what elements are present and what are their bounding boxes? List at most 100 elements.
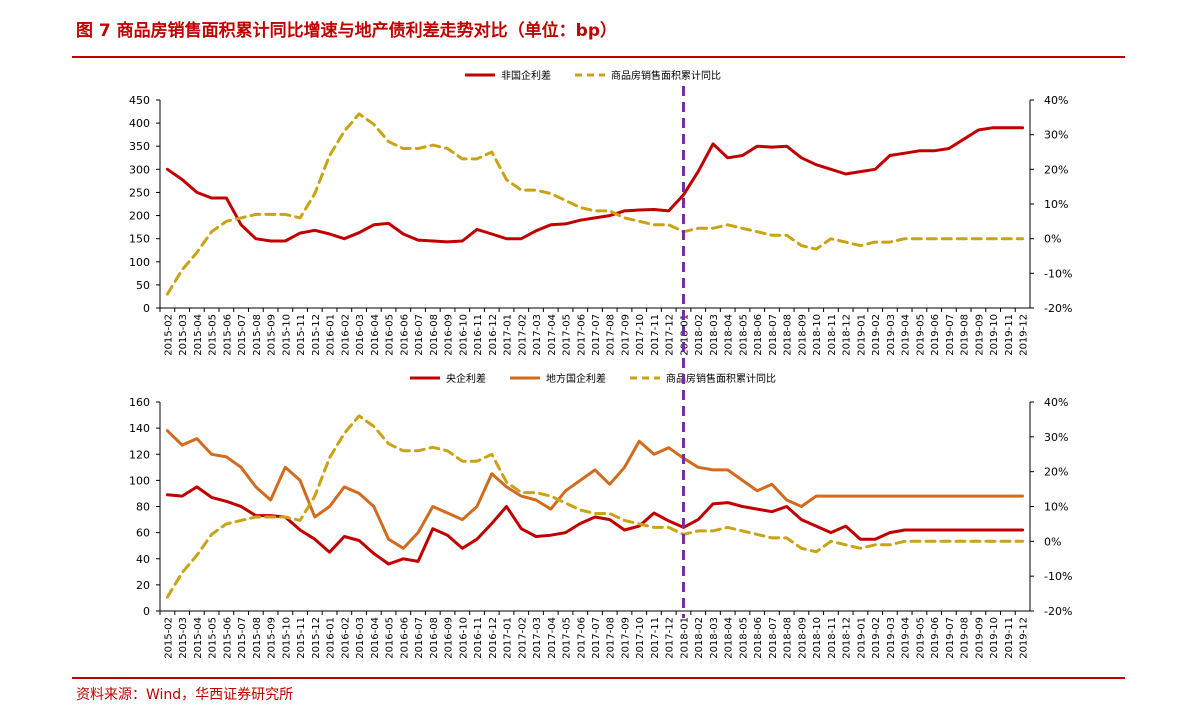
x-tick-label: 2018-08: [783, 314, 794, 356]
x-tick-label: 2015-11: [296, 617, 307, 659]
left-tick-label: 200: [129, 210, 150, 223]
x-tick-label: 2016-01: [326, 617, 337, 659]
series-line: [165, 414, 1025, 599]
left-tick-label: 150: [129, 233, 150, 246]
x-tick-label: 2016-07: [414, 617, 425, 659]
x-tick-label: 2016-05: [385, 617, 396, 659]
x-tick-label: 2015-03: [178, 314, 189, 356]
x-tick-label: 2017-03: [532, 617, 543, 659]
left-tick-label: 100: [129, 474, 150, 487]
left-tick-label: 300: [129, 163, 150, 176]
right-tick-label: 0%: [1044, 535, 1061, 548]
left-tick-label: 100: [129, 256, 150, 269]
series-line: [165, 112, 1025, 296]
x-tick-label: 2018-03: [709, 314, 720, 356]
left-tick-label: 0: [143, 605, 150, 618]
x-tick-label: 2017-01: [503, 314, 514, 356]
x-tick-label: 2018-03: [709, 617, 720, 659]
source-rule: [72, 677, 1125, 679]
legend-label: 商品房销售面积累计同比: [666, 372, 776, 385]
x-tick-label: 2019-08: [960, 314, 971, 356]
x-tick-label: 2019-01: [856, 617, 867, 659]
x-tick-label: 2019-10: [989, 314, 1000, 356]
x-tick-label: 2016-11: [473, 314, 484, 356]
x-tick-label: 2015-03: [178, 617, 189, 659]
right-tick-label: 20%: [1044, 466, 1068, 479]
x-tick-label: 2017-01: [503, 617, 514, 659]
x-tick-label: 2016-03: [355, 314, 366, 356]
x-tick-label: 2019-06: [930, 617, 941, 659]
right-tick-label: 40%: [1044, 94, 1068, 107]
x-tick-label: 2018-11: [827, 314, 838, 356]
x-tick-label: 2015-02: [163, 314, 174, 356]
source-note: 资料来源：Wind，华西证券研究所: [76, 687, 294, 703]
legend-label: 地方国企利差: [546, 372, 606, 385]
x-tick-label: 2017-05: [562, 617, 573, 659]
x-tick-label: 2018-10: [812, 314, 823, 356]
x-tick-label: 2017-07: [591, 314, 602, 356]
x-tick-label: 2015-05: [208, 314, 219, 356]
x-tick-label: 2016-11: [473, 617, 484, 659]
x-tick-label: 2016-06: [399, 617, 410, 659]
x-tick-label: 2018-09: [797, 314, 808, 356]
left-tick-label: 60: [136, 527, 150, 540]
x-tick-label: 2017-06: [576, 617, 587, 659]
x-tick-label: 2019-04: [901, 314, 912, 356]
x-tick-label: 2018-02: [694, 314, 705, 356]
x-tick-label: 2015-09: [267, 617, 278, 659]
x-tick-label: 2016-12: [488, 314, 499, 356]
x-tick-label: 2016-09: [444, 617, 455, 659]
x-tick-label: 2019-06: [930, 314, 941, 356]
x-tick-label: 2018-02: [694, 617, 705, 659]
x-tick-label: 2017-07: [591, 617, 602, 659]
x-tick-label: 2019-10: [989, 617, 1000, 659]
x-tick-label: 2016-09: [444, 314, 455, 356]
x-tick-label: 2016-02: [340, 617, 351, 659]
right-tick-label: -10%: [1044, 267, 1072, 280]
x-tick-label: 2016-05: [385, 314, 396, 356]
left-tick-label: 20: [136, 579, 150, 592]
x-tick-label: 2015-07: [237, 314, 248, 356]
right-tick-label: 10%: [1044, 501, 1068, 514]
x-tick-label: 2018-05: [738, 314, 749, 356]
left-tick-label: 450: [129, 94, 150, 107]
series-line: [165, 485, 1025, 566]
x-tick-label: 2015-06: [222, 617, 233, 659]
x-tick-label: 2019-08: [960, 617, 971, 659]
x-tick-label: 2017-11: [650, 314, 661, 356]
x-tick-label: 2016-04: [370, 617, 381, 659]
x-tick-label: 2017-06: [576, 314, 587, 356]
x-tick-label: 2015-08: [252, 617, 263, 659]
legend-label: 商品房销售面积累计同比: [611, 69, 721, 82]
x-tick-label: 2016-10: [458, 617, 469, 659]
x-tick-label: 2017-04: [547, 314, 558, 356]
x-tick-label: 2017-09: [620, 314, 631, 356]
x-tick-label: 2016-06: [399, 314, 410, 356]
x-tick-label: 2019-02: [871, 314, 882, 356]
x-tick-label: 2015-12: [311, 314, 322, 356]
x-tick-label: 2017-10: [635, 314, 646, 356]
left-tick-label: 350: [129, 140, 150, 153]
x-tick-label: 2016-10: [458, 314, 469, 356]
x-tick-label: 2019-12: [1019, 617, 1030, 659]
right-tick-label: -20%: [1044, 605, 1072, 618]
x-tick-label: 2018-11: [827, 617, 838, 659]
x-tick-label: 2017-02: [517, 617, 528, 659]
x-tick-label: 2019-05: [915, 617, 926, 659]
right-tick-label: 0%: [1044, 233, 1061, 246]
right-tick-label: 30%: [1044, 431, 1068, 444]
x-tick-label: 2017-12: [665, 617, 676, 659]
x-tick-label: 2019-09: [974, 617, 985, 659]
x-tick-label: 2018-12: [842, 314, 853, 356]
figure-title: 图 7 商品房销售面积累计同比增速与地产债利差走势对比（单位：bp）: [76, 21, 618, 41]
x-tick-label: 2018-10: [812, 617, 823, 659]
x-tick-label: 2018-07: [768, 617, 779, 659]
x-tick-label: 2018-04: [724, 617, 735, 659]
x-tick-label: 2015-12: [311, 617, 322, 659]
x-tick-label: 2019-12: [1019, 314, 1030, 356]
x-tick-label: 2017-08: [606, 314, 617, 356]
left-tick-label: 40: [136, 553, 150, 566]
x-tick-label: 2019-04: [901, 617, 912, 659]
x-tick-label: 2018-09: [797, 617, 808, 659]
